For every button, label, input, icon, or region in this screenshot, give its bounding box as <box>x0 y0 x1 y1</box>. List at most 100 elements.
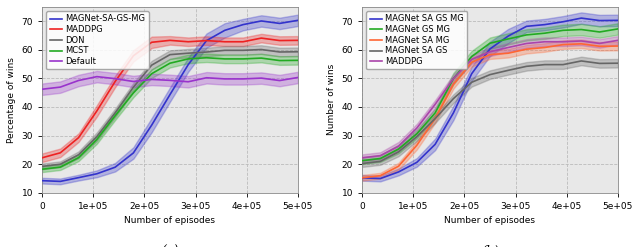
MCST <box>239 57 247 60</box>
DON <box>221 49 228 52</box>
Default <box>184 80 192 83</box>
Line: Default: Default <box>42 77 298 89</box>
DON <box>276 50 284 53</box>
MCST <box>221 57 228 60</box>
MADDPG <box>577 40 585 42</box>
X-axis label: Number of episodes: Number of episodes <box>124 216 216 225</box>
MAGNet GS MG <box>541 32 548 35</box>
MADDPG <box>93 109 100 112</box>
MAGNet SA GS MG <box>614 19 621 22</box>
MAGNet SA MG <box>376 174 384 177</box>
MADDPG <box>358 156 366 159</box>
MCST <box>257 57 265 60</box>
X-axis label: Number of episodes: Number of episodes <box>444 216 536 225</box>
MAGNet SA MG <box>504 52 512 55</box>
MADDPG <box>129 54 137 57</box>
MAGNet GS MG <box>431 111 439 114</box>
MAGNet-SA-GS-MG <box>257 20 265 22</box>
MAGNet GS MG <box>523 33 531 36</box>
DON <box>75 153 83 156</box>
Default <box>129 80 137 83</box>
MAGNet GS MG <box>395 147 403 150</box>
Text: (b): (b) <box>481 245 499 247</box>
MAGNet SA MG <box>468 61 476 64</box>
Default <box>239 77 247 80</box>
MAGNet-SA-GS-MG <box>239 23 247 26</box>
DON <box>184 52 192 55</box>
Default <box>294 76 301 79</box>
MCST <box>129 91 137 94</box>
MAGNet SA GS <box>596 62 604 65</box>
MADDPG <box>523 42 531 45</box>
MADDPG <box>376 154 384 157</box>
MADDPG <box>184 40 192 43</box>
MAGNet SA MG <box>486 53 494 56</box>
MAGNet GS MG <box>449 77 457 80</box>
MAGNet SA GS <box>376 160 384 163</box>
MAGNet SA GS <box>523 65 531 68</box>
MAGNet SA GS <box>614 62 621 65</box>
Line: MAGNet SA MG: MAGNet SA MG <box>362 44 618 178</box>
Default <box>221 77 228 80</box>
MADDPG <box>413 126 420 129</box>
MADDPG <box>166 39 174 42</box>
MAGNet SA GS <box>358 162 366 165</box>
MAGNet SA GS MG <box>577 17 585 20</box>
MAGNet GS MG <box>413 132 420 135</box>
MAGNet SA GS MG <box>449 111 457 114</box>
MADDPG <box>276 39 284 42</box>
MCST <box>203 56 211 59</box>
Line: MAGNet SA GS: MAGNet SA GS <box>362 61 618 164</box>
MAGNet SA GS <box>577 60 585 62</box>
MADDPG <box>56 151 64 154</box>
DON <box>239 49 247 52</box>
MAGNet-SA-GS-MG <box>221 29 228 32</box>
Line: MADDPG: MADDPG <box>42 38 298 158</box>
Default <box>148 78 156 81</box>
MAGNet-SA-GS-MG <box>111 166 119 169</box>
MAGNet SA GS MG <box>395 170 403 173</box>
MADDPG <box>449 77 457 80</box>
MCST <box>276 59 284 62</box>
DON <box>257 48 265 51</box>
MADDPG <box>486 50 494 53</box>
MAGNet-SA-GS-MG <box>166 93 174 96</box>
MAGNet SA MG <box>559 43 567 46</box>
MCST <box>75 156 83 159</box>
Line: MCST: MCST <box>42 58 298 169</box>
MAGNet SA GS <box>413 135 420 138</box>
MAGNet SA MG <box>541 46 548 49</box>
Line: MADDPG: MADDPG <box>362 40 618 158</box>
MAGNet-SA-GS-MG <box>38 179 46 182</box>
MAGNet GS MG <box>504 38 512 41</box>
Default <box>203 76 211 79</box>
MADDPG <box>203 39 211 42</box>
MADDPG <box>111 80 119 83</box>
MAGNet SA MG <box>596 45 604 48</box>
MAGNet SA MG <box>395 165 403 168</box>
MCST <box>56 166 64 169</box>
MAGNet GS MG <box>376 157 384 160</box>
Default <box>75 79 83 82</box>
MADDPG <box>468 58 476 61</box>
MADDPG <box>75 136 83 139</box>
MAGNet SA GS MG <box>376 177 384 180</box>
Line: DON: DON <box>42 50 298 166</box>
MADDPG <box>431 103 439 106</box>
MADDPG <box>596 42 604 45</box>
MADDPG <box>614 39 621 42</box>
MAGNet SA MG <box>449 83 457 86</box>
MAGNet GS MG <box>596 31 604 34</box>
MADDPG <box>559 40 567 43</box>
MAGNet SA MG <box>523 48 531 51</box>
Text: (a): (a) <box>161 245 179 247</box>
MADDPG <box>395 145 403 148</box>
MAGNet-SA-GS-MG <box>148 124 156 127</box>
MAGNet-SA-GS-MG <box>276 22 284 25</box>
MAGNet SA GS <box>449 97 457 100</box>
MCST <box>294 59 301 62</box>
MCST <box>38 168 46 171</box>
MAGNet SA MG <box>413 144 420 147</box>
Y-axis label: Percentage of wins: Percentage of wins <box>7 57 16 143</box>
DON <box>93 135 100 138</box>
